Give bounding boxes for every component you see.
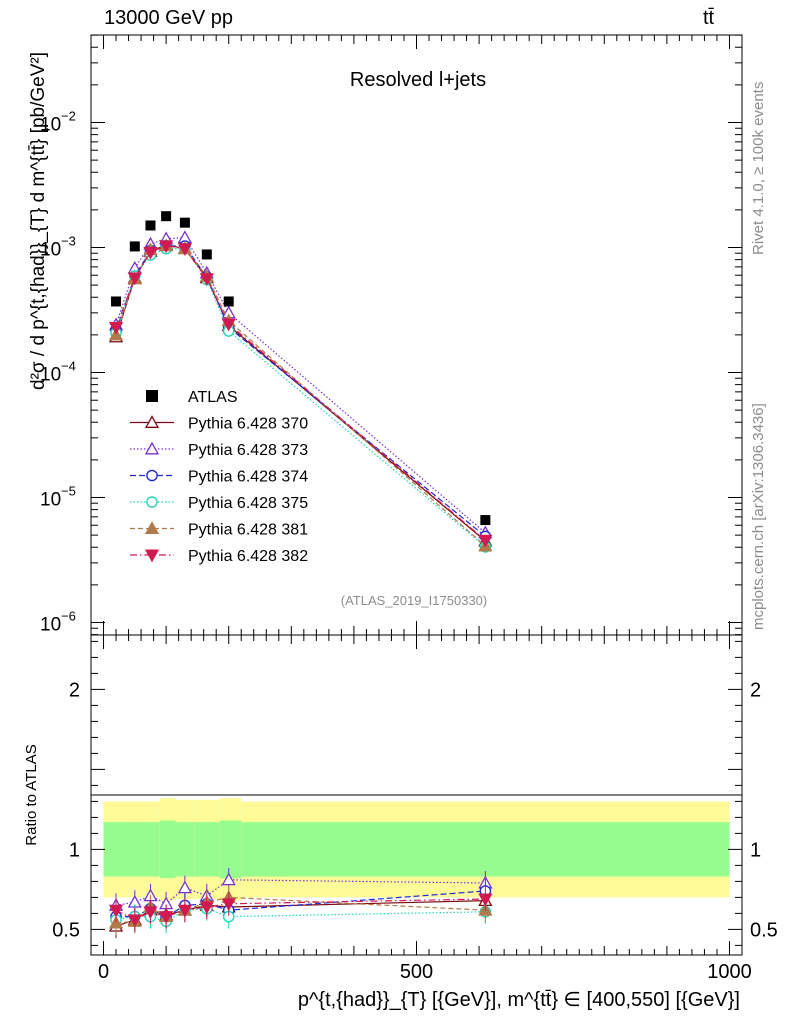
legend-label: Pythia 6.428 370 — [188, 416, 308, 433]
series-point — [221, 318, 236, 332]
atlas-data-point — [161, 211, 172, 222]
ratio-point — [108, 904, 124, 918]
ratio-y-axis-label: Ratio to ATLAS — [23, 744, 40, 845]
top-y-tick-label: 10 — [40, 240, 61, 261]
legend-label: Pythia 6.428 381 — [188, 522, 308, 539]
legend-label: Pythia 6.428 382 — [188, 548, 308, 565]
top-panel-title: Resolved l+jets — [350, 69, 486, 91]
top-y-axis-label: d²σ / d p^{t,{had}}_{T} d m^{tt̄} [pb/Ge… — [28, 52, 49, 390]
ratio-point — [177, 880, 192, 894]
x-tick-label: 0 — [98, 961, 109, 983]
series-point — [478, 534, 493, 548]
top-y-tick-exponent: −4 — [61, 359, 76, 374]
legend-marker — [144, 441, 160, 455]
ratio-y-tick-label-right: 2 — [750, 679, 761, 701]
uncertainty-band-stat — [159, 820, 176, 879]
legend-label: Pythia 6.428 375 — [188, 495, 308, 512]
process-label: tt̄ — [703, 7, 715, 29]
series-point — [159, 240, 174, 254]
legend-marker — [144, 549, 160, 563]
uncertainty-band-stat — [194, 822, 220, 877]
top-y-tick-exponent: −2 — [61, 109, 76, 124]
rivet-label: Rivet 4.1.0, ≥ 100k events — [750, 82, 767, 255]
top-y-tick-label: 10 — [40, 115, 61, 136]
ratio-point — [478, 893, 493, 907]
series-point — [177, 243, 192, 256]
atlas-data-point — [179, 217, 190, 228]
top-panel-frame — [90, 34, 743, 636]
ratio-y-tick-label-left: 2 — [69, 679, 80, 701]
top-y-tick-exponent: −3 — [61, 234, 76, 249]
atlas-data-point — [111, 296, 122, 307]
atlas-data-point — [223, 296, 234, 307]
legend-label: ATLAS — [188, 389, 238, 406]
mcplots-label: mcplots.cern.ch [arXiv:1306.3436] — [750, 403, 767, 630]
uncertainty-band-stat — [175, 822, 195, 877]
x-tick-label: 500 — [400, 961, 433, 983]
analysis-id: (ATLAS_2019_I1750330) — [341, 593, 487, 608]
atlas-data-point — [145, 220, 156, 231]
ratio-y-tick-label-right: 0.5 — [750, 919, 778, 941]
ratio-point — [127, 914, 142, 928]
ratio-point — [221, 898, 236, 912]
legend: ATLAS Pythia 6.428 370 Pythia 6.428 373 Pyt… — [130, 389, 308, 565]
energy-label: 13000 GeV pp — [104, 7, 233, 29]
top-y-tick-label: 10 — [40, 365, 61, 386]
ratio-panel: 0.5 0.5 1 1 2 2 Ratio to ATLAS — [23, 634, 778, 956]
legend-label: Pythia 6.428 373 — [188, 442, 308, 459]
atlas-data-point — [201, 249, 212, 260]
ratio-y-tick-label-left: 0.5 — [52, 919, 80, 941]
top-y-tick-label: 10 — [40, 490, 61, 511]
ratio-y-tick-label-right: 1 — [750, 839, 761, 861]
atlas-data-point — [480, 515, 491, 526]
series-point — [199, 273, 214, 287]
top-y-tick-exponent: −6 — [61, 609, 76, 624]
uncertainty-band-stat — [241, 822, 730, 877]
series-point — [108, 321, 124, 335]
uncertainty-band-stat — [219, 820, 242, 879]
legend-marker — [146, 469, 158, 482]
ratio-point — [143, 906, 158, 920]
top-panel: 10−210−310−410−510−6 Resolved l+jets (AT… — [28, 34, 743, 636]
atlas-data-point — [129, 241, 140, 252]
x-axis-label: p^{t,{had}}_{T} [{GeV}], m^{tt̄} ∈ [400,… — [298, 989, 740, 1011]
legend-marker — [146, 496, 158, 508]
ratio-point — [159, 911, 174, 924]
ratio-line — [115, 898, 486, 921]
legend-label: Pythia 6.428 374 — [188, 469, 308, 486]
legend-marker — [144, 415, 160, 428]
ratio-point — [199, 901, 214, 915]
top-y-tick-label: 10 — [40, 615, 61, 636]
series-point — [143, 246, 158, 260]
uncertainty-band-stat — [103, 822, 129, 877]
series-point — [127, 272, 142, 286]
ratio-point — [221, 872, 236, 886]
top-y-tick-exponent: −5 — [61, 484, 76, 499]
legend-marker — [146, 390, 158, 402]
x-tick-label: 1000 — [707, 961, 752, 983]
uncertainty-band-stat — [128, 822, 142, 877]
ratio-point — [177, 904, 192, 918]
legend-marker — [144, 521, 160, 534]
ratio-y-tick-label-left: 1 — [69, 839, 80, 861]
uncertainty-band-stat — [141, 822, 160, 877]
ratio-point — [108, 915, 124, 929]
